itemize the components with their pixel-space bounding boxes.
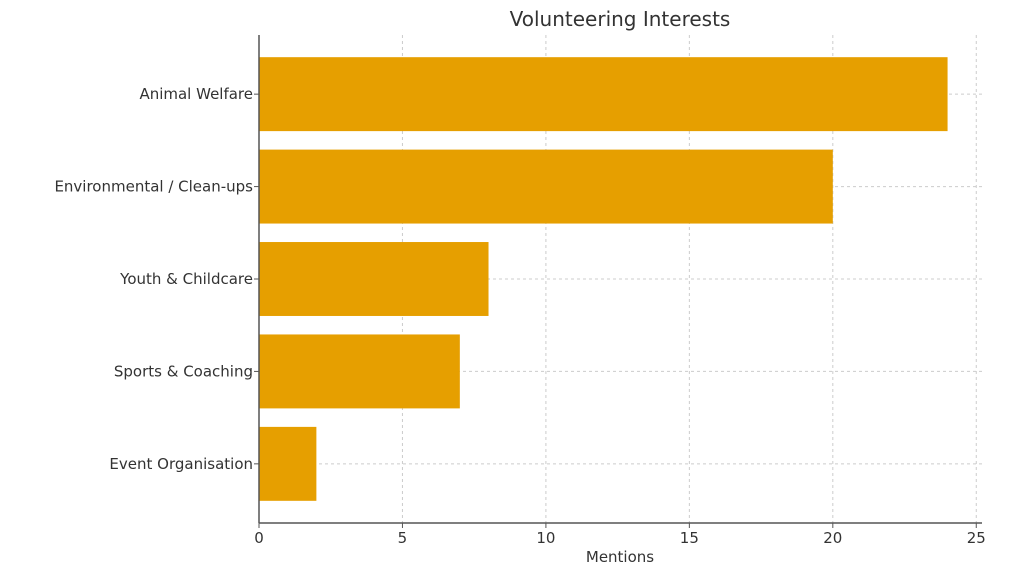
bar [259, 334, 460, 409]
bars [259, 57, 948, 501]
y-tick-label: Event Organisation [109, 455, 253, 473]
bar [259, 57, 948, 132]
y-tick-label: Youth & Childcare [119, 270, 253, 288]
y-tick-label: Sports & Coaching [114, 362, 253, 380]
bar [259, 149, 833, 224]
x-tick-label: 25 [967, 529, 986, 547]
x-tick-label: 20 [823, 529, 842, 547]
x-tick-label: 10 [536, 529, 555, 547]
x-tick-label: 5 [398, 529, 408, 547]
x-tick-label: 0 [254, 529, 264, 547]
y-tick-label: Animal Welfare [139, 85, 253, 103]
chart-title: Volunteering Interests [510, 7, 731, 31]
y-tick-label: Environmental / Clean-ups [54, 178, 253, 196]
x-axis-label: Mentions [586, 548, 654, 566]
axes: 0 5 10 15 20 25 Animal Welfare Environmental / … [54, 35, 986, 547]
bar [259, 426, 317, 501]
x-tick-label: 15 [680, 529, 699, 547]
bar [259, 242, 489, 316]
